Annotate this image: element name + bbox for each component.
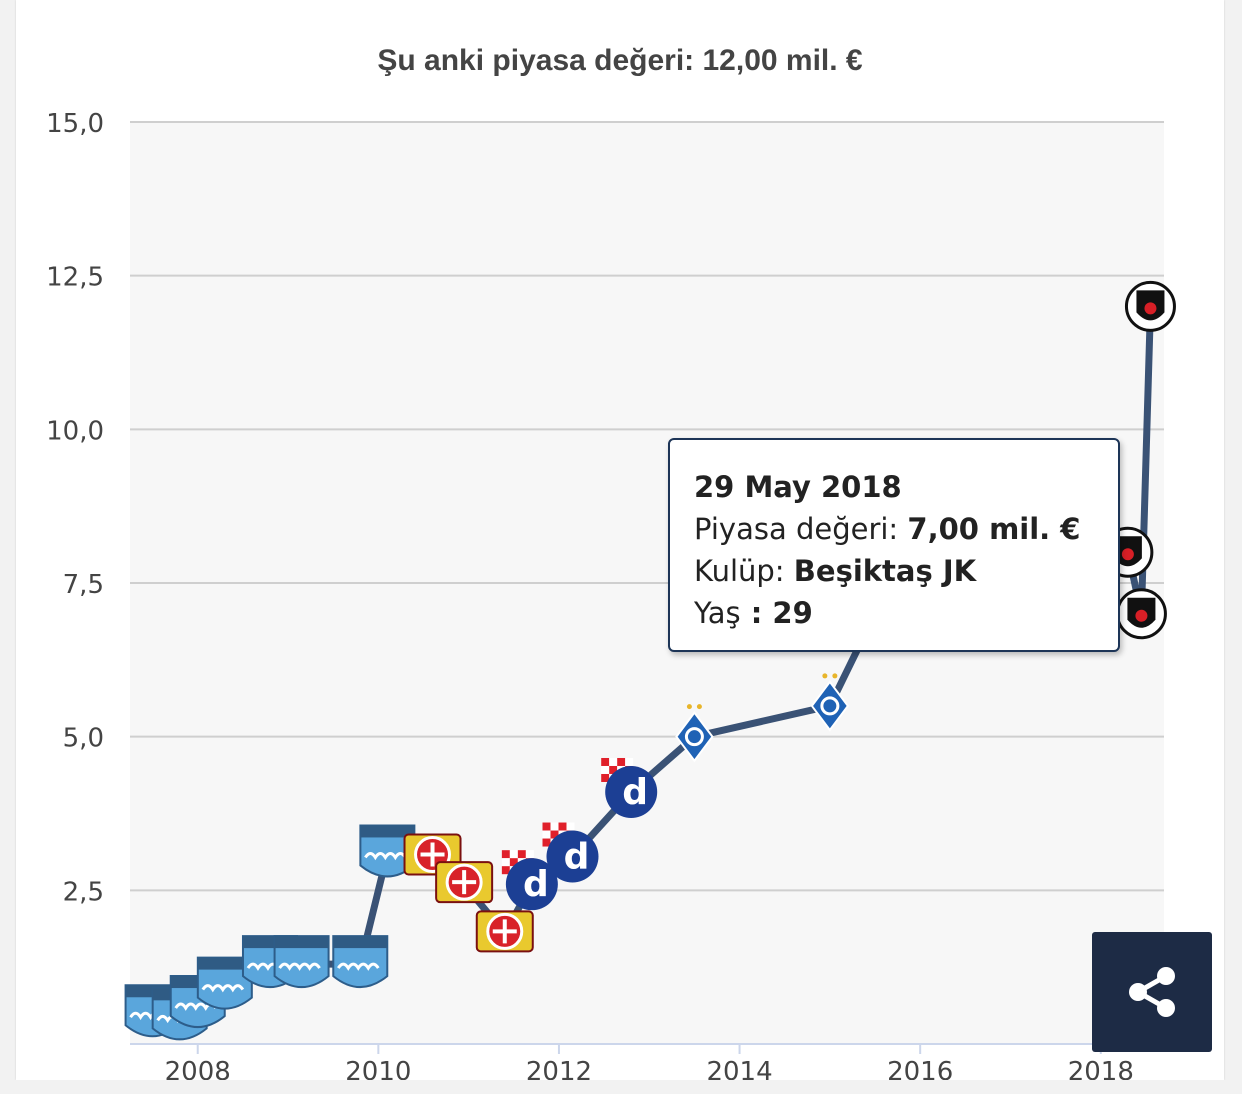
tooltip-date: 29 May 2018 — [694, 470, 902, 504]
zagreb-crest-check — [542, 830, 551, 839]
y-axis-ticks: 2,5 5,0 7,5 10,0 12,5 15,0 — [46, 109, 104, 907]
tooltip-club: Beşiktaş JK — [793, 554, 977, 588]
osijek-crest-band — [274, 936, 329, 949]
zagreb-crest-check — [566, 822, 575, 831]
kyiv-crest-diamond — [675, 711, 714, 763]
zagreb-crest-check — [509, 850, 518, 859]
marker-point-13: d — [601, 757, 658, 818]
marker-point-10 — [475, 910, 534, 953]
kyiv-crest-ring — [820, 696, 840, 716]
osijek-crest-band — [197, 957, 252, 970]
x-tick-label-3: 2014 — [706, 1057, 772, 1080]
chart-tooltip: 29 May 2018 Piyasa değeri: 7,00 mil. € K… — [668, 438, 1120, 652]
zagreb-crest-check — [525, 850, 534, 859]
osijek-crest-waves — [278, 962, 321, 971]
y-tick-label-4: 12,5 — [46, 263, 104, 293]
x-tick-label-5: 2018 — [1068, 1057, 1134, 1080]
zagreb-crest-check — [550, 830, 559, 839]
marker-point-7 — [359, 824, 416, 878]
tooltip-age: 29 — [772, 596, 813, 630]
tooltip-age-label: Yaş — [694, 596, 741, 630]
tooltip-value: 7,00 mil. € — [907, 512, 1081, 546]
market-value-card: Şu anki piyasa değeri: 12,00 mil. € 2,5 5… — [16, 0, 1224, 1080]
marker-point-3 — [196, 956, 253, 1010]
leverkusen-crest-cross — [492, 919, 517, 944]
leverkusen-crest-cross — [452, 870, 477, 895]
zagreb-crest-check — [617, 757, 626, 766]
zagreb-crest-check — [509, 858, 518, 867]
zagreb-crest-circle — [546, 830, 599, 883]
kyiv-crest-star — [686, 704, 692, 710]
marker-point-14 — [675, 704, 714, 763]
marker-point-24 — [1124, 280, 1176, 332]
share-button[interactable] — [1092, 932, 1212, 1052]
club-markers: ddd — [124, 280, 1176, 1041]
zagreb-crest-check — [601, 757, 610, 766]
zagreb-crest-check — [501, 850, 510, 859]
kyiv-crest-star — [696, 704, 702, 710]
kyiv-crest-diamond — [810, 680, 850, 732]
chart-title: Şu anki piyasa değeri: 12,00 mil. € — [377, 44, 863, 77]
kyiv-crest-star — [832, 673, 838, 679]
y-tick-label-5: 15,0 — [46, 109, 104, 139]
tooltip-value-label: Piyasa değeri: — [694, 512, 908, 546]
zagreb-crest-check — [609, 757, 618, 766]
zagreb-crest-circle — [505, 858, 558, 911]
kyiv-crest-ring — [684, 727, 704, 747]
tooltip-age-sep: : — [740, 596, 773, 630]
zagreb-crest-circle — [605, 765, 658, 818]
x-axis-ticks: 2008 2010 2012 2014 2016 2018 — [165, 1044, 1134, 1080]
x-tick-label-1: 2010 — [345, 1057, 411, 1080]
osijek-crest-band — [360, 825, 415, 838]
marker-point-23 — [1115, 588, 1167, 640]
bottom-edge — [0, 1080, 1242, 1094]
zagreb-crest-check — [558, 822, 567, 831]
osijek-crest-shield — [273, 935, 330, 988]
osijek-crest-shield — [196, 956, 253, 1010]
zagreb-crest-check — [625, 757, 634, 766]
osijek-crest-waves — [364, 851, 407, 861]
tooltip-club-label: Kulüp: — [694, 554, 794, 588]
zagreb-crest-check — [601, 765, 610, 774]
marker-point-5 — [273, 935, 330, 988]
zagreb-crest-check — [550, 822, 559, 831]
kyiv-crest-star — [822, 673, 828, 679]
x-tick-label-2: 2012 — [526, 1057, 592, 1080]
y-tick-label-1: 5,0 — [63, 724, 104, 754]
zagreb-crest-check — [542, 822, 551, 831]
marker-point-12: d — [542, 822, 599, 883]
y-tick-label-0: 2,5 — [63, 877, 104, 907]
osijek-crest-band — [333, 936, 388, 949]
x-tick-label-4: 2016 — [887, 1057, 953, 1080]
zagreb-crest-letter: d — [622, 772, 648, 813]
leverkusen-crest-cross — [420, 842, 445, 867]
zagreb-crest-letter: d — [523, 864, 549, 905]
marker-point-11: d — [501, 850, 558, 911]
osijek-crest-waves — [201, 984, 245, 993]
osijek-crest-waves — [337, 962, 380, 971]
besiktas-crest-red — [1135, 609, 1148, 622]
besiktas-crest-red — [1144, 302, 1157, 315]
x-tick-label-0: 2008 — [165, 1057, 231, 1080]
y-tick-label-3: 10,0 — [46, 416, 104, 446]
zagreb-crest-check — [501, 858, 510, 867]
y-tick-label-2: 7,5 — [63, 570, 104, 600]
marker-point-9 — [435, 861, 494, 904]
zagreb-crest-check — [601, 773, 610, 782]
zagreb-crest-check — [501, 866, 510, 875]
zagreb-crest-letter: d — [564, 837, 590, 878]
share-icon — [1129, 967, 1175, 1017]
zagreb-crest-check — [542, 838, 551, 847]
besiktas-crest-red — [1121, 548, 1134, 561]
zagreb-crest-check — [517, 850, 526, 859]
marker-point-6 — [332, 935, 389, 988]
zagreb-crest-check — [609, 765, 618, 774]
marker-point-15 — [810, 673, 850, 732]
osijek-crest-shield — [332, 935, 389, 988]
